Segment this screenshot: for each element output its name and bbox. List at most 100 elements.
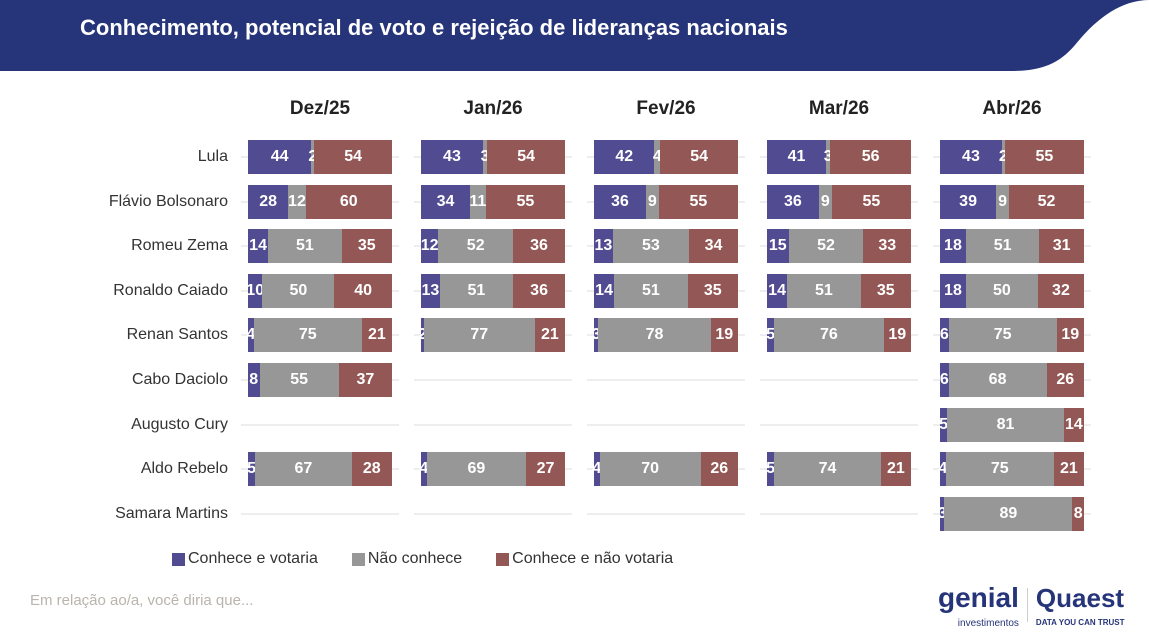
stacked-bar: 12 52 36 — [421, 229, 565, 264]
category-label: Romeu Zema — [131, 237, 228, 255]
stacked-bar: 4 75 21 — [246, 318, 392, 353]
footnote: Em relação ao/a, você diria que... — [30, 592, 254, 609]
bar-segment: 5 — [247, 452, 256, 487]
bar-segment: 2 — [999, 140, 1008, 174]
gridline — [760, 379, 918, 381]
gridline — [414, 423, 572, 426]
bar-segment: 42 — [594, 140, 655, 174]
category-label: Renan Santos — [126, 326, 228, 344]
category-label: Lula — [197, 148, 228, 165]
bar-segment: 3 — [592, 318, 601, 353]
bar-segment: 55 — [831, 184, 911, 219]
bar-segment: 18 — [940, 229, 966, 264]
panel-title: Abr/26 — [982, 98, 1042, 119]
gridline — [241, 423, 399, 426]
gridline — [760, 423, 918, 426]
bar-segment: 37 — [338, 363, 392, 397]
bar-segment: 41 — [767, 140, 827, 174]
logos: genial investimentos Quaest DATA YOU CAN… — [938, 580, 1125, 630]
bar-segment: 9 — [818, 184, 832, 219]
stacked-bar: 28 12 60 — [248, 184, 392, 219]
legend-swatch — [496, 552, 510, 566]
bar-segment: 27 — [526, 452, 565, 487]
bar-segment: 55 — [485, 184, 565, 219]
stacked-bar: 15 52 33 — [767, 229, 911, 264]
bar-segment: 68 — [948, 363, 1047, 397]
stacked-bar: 42 4 54 — [594, 140, 738, 174]
legend: Conhece e votaria Não conhece Conhece e nã… — [172, 550, 673, 568]
category-label: Ronaldo Caiado — [113, 281, 228, 299]
bar-segment: 51 — [787, 273, 861, 308]
bar-segment: 43 — [421, 140, 483, 174]
stacked-bar: 5 76 19 — [766, 318, 911, 353]
bar-segment: 15 — [767, 229, 789, 264]
bar-segment: 54 — [487, 140, 565, 174]
bar-segment: 10 — [246, 273, 264, 308]
bar-segment: 69 — [426, 452, 527, 487]
panel-title: Mar/26 — [808, 98, 870, 119]
stacked-bar: 41 3 56 — [767, 140, 911, 174]
bar-segment: 4 — [419, 452, 428, 487]
bar-segment: 19 — [710, 318, 738, 353]
stacked-bar: 14 51 35 — [248, 229, 392, 264]
stacked-bar: 43 2 55 — [940, 140, 1084, 174]
bar-segment: 9 — [996, 184, 1010, 219]
bar-segment: 5 — [766, 318, 775, 353]
bar-segment: 3 — [824, 140, 833, 174]
bar-segment: 21 — [534, 318, 565, 353]
bar-segment: 32 — [1037, 273, 1084, 308]
bar-segment: 70 — [599, 452, 701, 487]
bar-segment: 77 — [423, 318, 535, 353]
stacked-bar: 18 50 32 — [940, 273, 1084, 308]
bar-segment: 6 — [940, 318, 949, 353]
gridline — [241, 512, 399, 515]
bar-segment: 54 — [314, 140, 392, 174]
stacked-bar: 18 51 31 — [940, 229, 1084, 264]
bar-segment: 14 — [1063, 407, 1084, 442]
stacked-bar: 36 9 55 — [767, 184, 911, 219]
bar-segment: 51 — [965, 229, 1040, 264]
gridline — [760, 512, 918, 515]
bar-segment: 35 — [860, 273, 911, 308]
bar-segment: 8 — [248, 363, 260, 397]
bar-segment: 28 — [351, 452, 392, 487]
bar-segment: 53 — [612, 229, 690, 264]
gridline — [414, 379, 572, 381]
gridline — [587, 379, 745, 381]
bar-segment: 76 — [774, 318, 884, 353]
quaest-logo: Quaest DATA YOU CAN TRUST — [1036, 582, 1125, 627]
bar-segment: 3 — [938, 496, 947, 531]
stacked-bar: 4 75 21 — [938, 452, 1084, 487]
bar-segment: 12 — [288, 184, 306, 219]
legend-item: Não conhece — [351, 550, 462, 568]
bar-segment: 4 — [653, 140, 662, 174]
logo-divider — [1026, 588, 1028, 622]
bar-segment: 3 — [481, 140, 490, 174]
category-label: Cabo Daciolo — [131, 371, 228, 388]
panel-title: Dez/25 — [289, 98, 351, 119]
gridline — [587, 512, 745, 515]
stacked-bar: 14 51 35 — [594, 273, 738, 308]
bar-segment: 19 — [1056, 318, 1084, 353]
category-label: Augusto Cury — [131, 415, 228, 433]
bar-segment: 54 — [660, 140, 738, 174]
panel-title: Fev/26 — [636, 98, 696, 119]
stacked-bar: 4 69 27 — [419, 452, 565, 487]
category-label: Samara Martins — [115, 504, 228, 522]
legend-label: Conhece e não votaria — [512, 550, 674, 567]
bar-segment: 50 — [965, 273, 1038, 308]
stacked-bar: 4 70 26 — [592, 452, 738, 487]
bar-segment: 56 — [830, 140, 911, 174]
bar-segment: 74 — [774, 452, 881, 487]
bar-segment: 75 — [948, 318, 1057, 353]
bar-segment: 89 — [944, 496, 1073, 531]
bar-segment: 67 — [255, 452, 352, 487]
bar-segment: 51 — [268, 229, 342, 264]
stacked-bar: 6 68 26 — [940, 363, 1084, 397]
stacked-bar: 44 2 54 — [248, 140, 392, 174]
bar-segment: 9 — [645, 184, 659, 219]
quaest-tagline: DATA YOU CAN TRUST — [1035, 617, 1125, 627]
bar-segment: 34 — [689, 229, 738, 264]
bar-segment: 60 — [305, 184, 392, 219]
stacked-bar: 8 55 37 — [248, 363, 392, 397]
